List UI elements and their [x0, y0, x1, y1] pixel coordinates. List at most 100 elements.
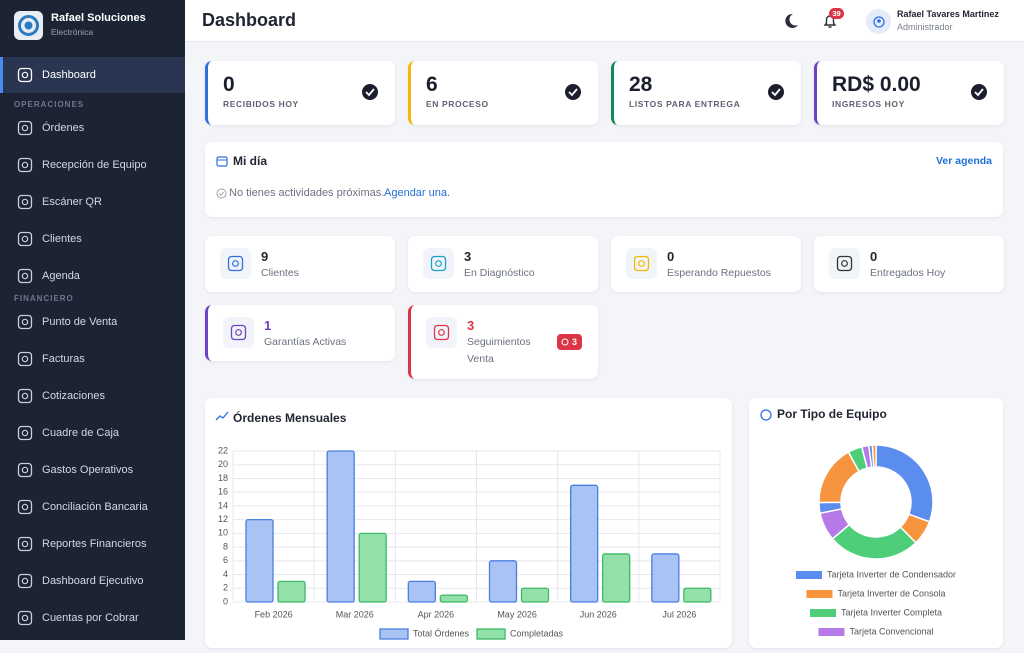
icon-dot — [235, 329, 242, 336]
y-tick-label: 22 — [218, 445, 228, 455]
icon — [17, 610, 33, 626]
icon — [17, 194, 33, 210]
nav-item[interactable]: Cotizaciones — [0, 378, 185, 414]
nav-label: Dashboard Ejecutivo — [42, 575, 144, 587]
stat-icon — [767, 83, 785, 106]
stat-label: EN PROCESO — [426, 99, 489, 109]
sidebar: Rafael Soluciones Electrónica Dashboard O… — [0, 0, 185, 640]
mini-value: 3 — [464, 249, 472, 264]
icon-dot — [841, 260, 848, 267]
icon-shape — [17, 573, 33, 589]
agenda-link[interactable]: Ver agenda — [935, 155, 992, 167]
avatar[interactable] — [866, 9, 891, 34]
icon-shape — [17, 314, 33, 330]
stat-card: 6 EN PROCESO — [408, 61, 598, 125]
nav-item[interactable]: Gastos Operativos — [0, 452, 185, 488]
icon-shape — [565, 84, 581, 100]
nav-item[interactable]: Agenda — [0, 258, 185, 294]
icon-shape — [17, 499, 33, 515]
doughnut-segment — [871, 444, 877, 468]
icon-dot — [21, 577, 29, 585]
icon-shape — [17, 120, 33, 136]
icon-dot — [21, 466, 29, 474]
icon — [633, 255, 650, 272]
nav-item[interactable]: Punto de Venta — [0, 304, 185, 340]
nav-label: Conciliación Bancaria — [42, 501, 148, 513]
theme-toggle[interactable] — [782, 12, 800, 30]
doughnut-chart: Por Tipo de Equipo Tarjeta Inverter de Co… — [760, 407, 956, 636]
bar — [407, 580, 436, 603]
nav-label: Escáner QR — [42, 196, 102, 208]
icon — [17, 231, 33, 247]
bar — [439, 594, 468, 603]
legend-label: Total Órdenes — [413, 628, 470, 638]
stat-value: 6 — [426, 73, 438, 96]
icon-shape — [362, 84, 378, 100]
icon-shape — [230, 324, 247, 341]
nav-item[interactable]: Reportes Financieros — [0, 526, 185, 562]
mini-value: 0 — [870, 249, 878, 264]
icon-dot — [435, 260, 442, 267]
nav-item[interactable]: Cuentas por Cobrar — [0, 600, 185, 636]
follow-up-badge: 3 — [557, 334, 583, 350]
mini-card: 3 Seguimientos Venta 3 — [408, 305, 598, 379]
nav-label: Recepción de Equipo — [42, 159, 147, 171]
stat-icon — [970, 83, 988, 106]
x-tick-label: Mar 2026 — [336, 609, 374, 619]
icon-dot — [21, 198, 29, 206]
stat-label: INGRESOS HOY — [832, 99, 905, 109]
icon — [836, 255, 853, 272]
nav-item[interactable]: Dashboard — [0, 57, 185, 93]
nav-item[interactable]: Conciliación Bancaria — [0, 489, 185, 525]
icon-shape — [17, 388, 33, 404]
stat-card: 0 RECIBIDOS HOY — [205, 61, 395, 125]
mini-value: 1 — [264, 318, 272, 333]
add-activity-link[interactable]: Agendar una. — [384, 187, 451, 199]
nav-label: Cuentas por Cobrar — [42, 612, 139, 624]
icon-dot — [21, 161, 29, 169]
icon-dot — [21, 392, 29, 400]
nav-item[interactable]: Órdenes — [0, 110, 185, 146]
icon-dot — [638, 260, 645, 267]
icon-dot — [21, 318, 29, 326]
y-tick-label: 4 — [223, 569, 228, 579]
nav-item[interactable]: Facturas — [0, 341, 185, 377]
icon — [433, 324, 450, 341]
stat-card: 28 LISTOS PARA ENTREGA — [611, 61, 801, 125]
nav-item[interactable]: Recepción de Equipo — [0, 147, 185, 183]
user-name: Rafael Tavares Martinez — [897, 9, 999, 19]
pie-chart-card: Por Tipo de Equipo Tarjeta Inverter de Co… — [749, 398, 1003, 648]
icon-shape — [17, 231, 33, 247]
mini-icon — [426, 317, 457, 348]
mini-value: 3 — [467, 318, 475, 333]
notification-badge: 39 — [829, 8, 844, 19]
icon — [17, 67, 33, 83]
nav-label: Gastos Operativos — [42, 464, 134, 476]
icon — [230, 324, 247, 341]
icon-shape — [433, 324, 450, 341]
section-title: OPERACIONES — [14, 100, 85, 109]
mini-label: En Diagnóstico — [464, 267, 535, 279]
nav-item[interactable]: Clientes — [0, 221, 185, 257]
y-tick-label: 2 — [223, 583, 228, 593]
chart-icon — [215, 411, 229, 421]
mini-label: Seguimientos Venta — [467, 336, 531, 365]
icon-shape — [971, 84, 987, 100]
stat-icon — [361, 83, 379, 106]
nav-item[interactable]: Dashboard Ejecutivo — [0, 563, 185, 599]
nav-label: Agenda — [42, 270, 80, 282]
nav-label: Órdenes — [42, 122, 85, 134]
nav-item[interactable]: Cuadre de Caja — [0, 415, 185, 451]
legend-swatch — [809, 609, 836, 617]
icon — [971, 84, 987, 100]
stat-value: RD$ 0.00 — [832, 73, 921, 96]
legend-swatch — [795, 571, 822, 579]
x-tick-label: Jun 2026 — [580, 609, 617, 619]
nav-item[interactable]: Escáner QR — [0, 184, 185, 220]
y-tick-label: 0 — [223, 596, 228, 606]
icon-shape — [17, 157, 33, 173]
my-day-title: Mi día — [233, 154, 268, 168]
icon — [17, 388, 33, 404]
mini-card: 9 Clientes — [205, 236, 395, 292]
